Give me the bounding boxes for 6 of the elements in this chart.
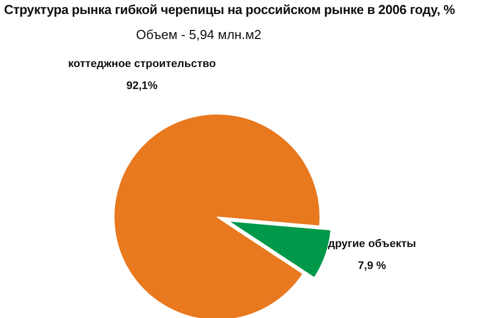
data-label: 7,9 % bbox=[358, 260, 386, 272]
slice-label: коттеджное строительство bbox=[68, 58, 216, 70]
slice-label: другие объекты bbox=[328, 238, 416, 250]
chart-title: Структура рынка гибкой черепицы на российском рынке в 2006 году, % bbox=[4, 2, 455, 17]
chart-subtitle: Объем - 5,94 млн.м2 bbox=[136, 27, 262, 42]
data-label: 92,1% bbox=[126, 80, 158, 92]
